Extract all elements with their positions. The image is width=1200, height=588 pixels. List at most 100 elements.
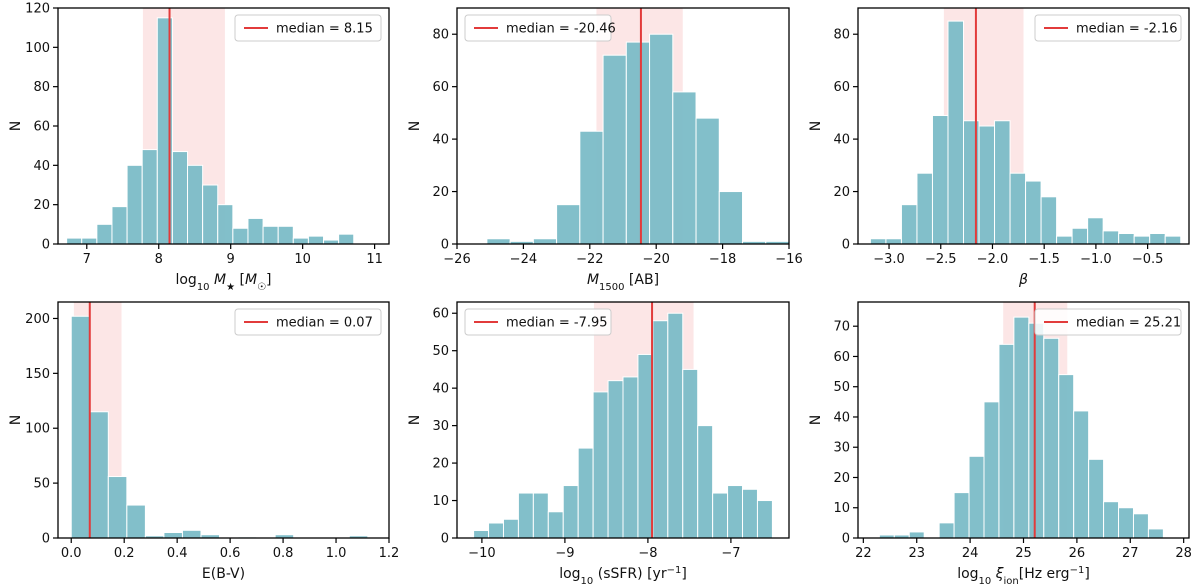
histogram-bar — [486, 238, 511, 244]
histogram-bar — [126, 164, 143, 244]
y-axis-label: N — [407, 121, 423, 131]
y-tick-label: 200 — [25, 312, 50, 327]
histogram-bar — [111, 206, 128, 244]
histogram-bar — [1073, 410, 1090, 538]
histogram-bar — [1028, 322, 1045, 538]
histogram-bar — [232, 227, 249, 244]
y-axis-label: N — [8, 121, 24, 131]
x-tick-label: 10 — [294, 252, 311, 267]
histogram-panel-4: 0.0 0.2 0.4 0.6 0.8 1.0 1.2 0 50 100 150 200 N E(B-V)… — [8, 301, 399, 582]
x-tick-label: −3.0 — [873, 252, 905, 267]
histogram-bar — [697, 425, 714, 538]
histogram-bar — [473, 530, 490, 538]
y-tick-label: 80 — [432, 28, 449, 43]
y-tick-label: 60 — [833, 350, 850, 365]
legend: median = -2.16 — [1034, 14, 1182, 42]
legend-label: median = -20.46 — [506, 22, 616, 37]
histogram-bar — [994, 120, 1011, 244]
histogram-panel-2: −26 −24 −22 −20 −18 −16 0 20 40 60 80 N M1500 [AB] me… — [407, 7, 803, 293]
legend-label: median = 25.21 — [1076, 316, 1181, 331]
histogram-bar — [953, 492, 970, 538]
y-tick-label: 20 — [833, 185, 850, 200]
x-axis-label: β — [1018, 272, 1028, 288]
histogram-bar — [1040, 196, 1058, 244]
histogram-bar — [66, 237, 83, 244]
histogram-bar — [727, 485, 744, 538]
x-tick-label: −1.5 — [1028, 252, 1060, 267]
histogram-bar — [869, 238, 887, 244]
x-tick-label: 0.2 — [114, 546, 135, 561]
histogram-bar — [187, 164, 204, 244]
histogram-bar — [517, 492, 534, 538]
y-tick-label: 20 — [432, 185, 449, 200]
x-axis-label: log10 (sSFR) [yr−1] — [559, 565, 687, 587]
histogram-bar — [652, 320, 669, 538]
histogram-bar — [931, 115, 949, 244]
legend: median = -7.95 — [464, 308, 612, 336]
x-tick-label: −7 — [721, 546, 740, 561]
plot-area — [66, 8, 355, 244]
y-tick-label: 100 — [25, 41, 50, 56]
histogram-bar — [682, 368, 699, 538]
x-tick-label: −20 — [642, 252, 669, 267]
histogram-bar — [107, 476, 128, 538]
x-tick-label: −24 — [510, 252, 537, 267]
histogram-bar — [1009, 172, 1027, 244]
plot-area — [473, 302, 773, 538]
x-tick-label: −26 — [443, 252, 470, 267]
x-tick-label: 28 — [1175, 546, 1192, 561]
histogram-bar — [562, 485, 579, 538]
y-tick-label: 0 — [441, 532, 449, 547]
y-tick-label: 10 — [833, 501, 850, 516]
y-axis-label: N — [407, 415, 423, 425]
histogram-bar — [938, 522, 955, 538]
histogram-bar — [983, 401, 1000, 538]
x-tick-label: 11 — [366, 252, 383, 267]
histogram-bar — [292, 237, 309, 244]
x-tick-label: −0.5 — [1132, 252, 1164, 267]
legend: median = 0.07 — [234, 308, 382, 336]
histogram-bar — [532, 492, 549, 538]
x-tick-label: 24 — [962, 546, 979, 561]
y-tick-label: 60 — [432, 80, 449, 95]
x-tick-label: −22 — [576, 252, 603, 267]
x-axis-label: M1500 [AB] — [587, 272, 659, 293]
x-tick-label: 0.4 — [167, 546, 188, 561]
histogram-bar — [908, 531, 925, 538]
histogram-bar — [1058, 374, 1075, 538]
x-tick-label: 22 — [855, 546, 872, 561]
histogram-bar — [277, 225, 294, 244]
x-tick-label: 0.0 — [61, 546, 82, 561]
histogram-bar — [1056, 235, 1073, 244]
x-tick-label: −18 — [709, 252, 736, 267]
y-tick-label: 80 — [33, 80, 50, 95]
y-tick-label: 50 — [432, 344, 449, 359]
histogram-bar — [81, 237, 98, 244]
x-tick-label: −1.0 — [1080, 252, 1112, 267]
histogram-bar — [1102, 230, 1120, 244]
histogram-bar — [1147, 528, 1164, 538]
histogram-bar — [998, 343, 1015, 538]
histogram-bar — [577, 447, 594, 538]
y-tick-label: 120 — [25, 2, 50, 17]
plot-area — [70, 302, 369, 538]
histogram-bar — [547, 511, 564, 538]
legend: median = 8.15 — [234, 14, 382, 42]
axes-frame — [456, 301, 790, 539]
histogram-bar — [1164, 235, 1182, 244]
y-tick-label: 10 — [432, 494, 449, 509]
y-tick-label: 150 — [25, 367, 50, 382]
y-tick-label: 0 — [42, 238, 50, 253]
histogram-bar — [163, 532, 183, 538]
x-tick-label: 23 — [908, 546, 925, 561]
y-tick-label: 100 — [25, 422, 50, 437]
histogram-bar — [1132, 513, 1149, 538]
histogram-bar — [742, 488, 758, 538]
x-tick-label: 27 — [1122, 546, 1139, 561]
histogram-bar — [756, 500, 773, 538]
histogram-bar — [202, 184, 219, 244]
x-tick-label: −2.0 — [977, 252, 1009, 267]
histogram-bar — [916, 172, 933, 244]
x-tick-label: 9 — [227, 252, 235, 267]
